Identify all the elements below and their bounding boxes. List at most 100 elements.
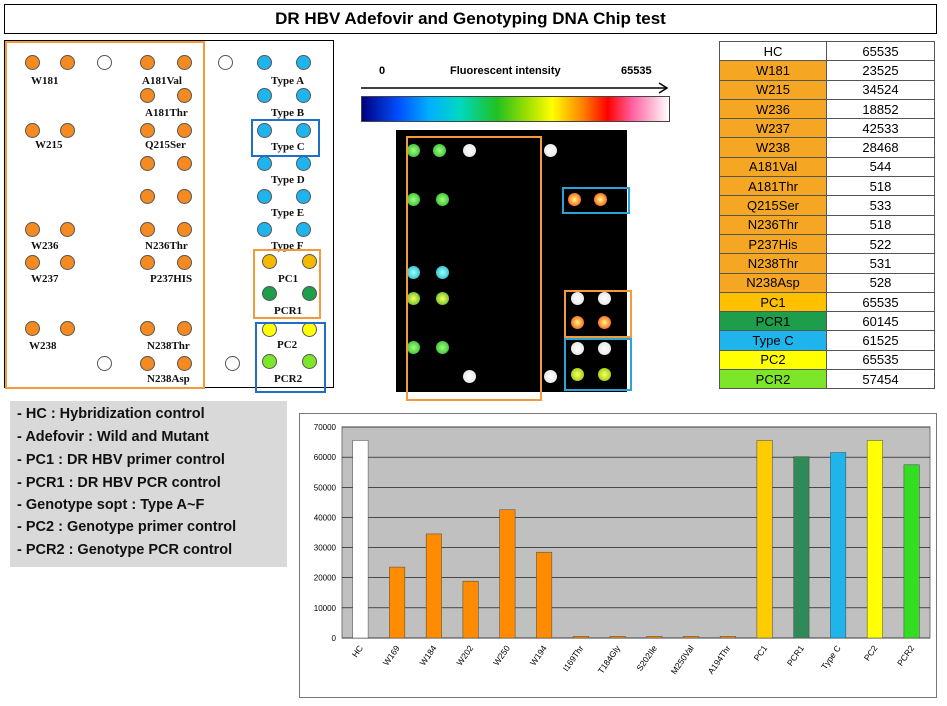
bar [536, 551, 553, 639]
x-tick-label: W202 [454, 643, 475, 667]
x-tick-label: W250 [491, 643, 512, 667]
table-row-name: PC1 [719, 291, 827, 313]
table-row-value: 65535 [826, 40, 935, 62]
layout-label: Type E [271, 207, 305, 219]
spot [60, 55, 75, 70]
table-row-name: W215 [719, 79, 827, 100]
table-row: PCR1 60145 [719, 311, 935, 332]
table-row: Type C 61525 [719, 330, 935, 351]
spot [60, 255, 75, 270]
table-row-value: 518 [826, 214, 935, 235]
spot [140, 156, 155, 171]
y-tick-label: 20000 [314, 574, 337, 583]
layout-label: A181Val [142, 75, 182, 87]
legend-line: - PCR1 : DR HBV PCR control [17, 475, 221, 491]
bar [572, 636, 589, 639]
legend-line: - PCR2 : Genotype PCR control [17, 542, 233, 558]
spot [296, 88, 311, 103]
y-tick-label: 50000 [314, 483, 337, 492]
table-row-value: 528 [826, 272, 935, 293]
x-tick-label: PC2 [862, 643, 880, 663]
spot [140, 255, 155, 270]
table-row-value: 23525 [826, 60, 935, 81]
spot [218, 55, 233, 70]
x-tick-label: I169Thr [561, 643, 586, 673]
table-row-value: 518 [826, 176, 935, 197]
spot [140, 222, 155, 237]
pc2-pcr2-highlight-box [255, 322, 326, 393]
spot [177, 356, 192, 371]
legend-line: - Adefovir : Wild and Mutant [17, 429, 209, 445]
layout-label: N238Thr [147, 340, 190, 352]
spot [262, 286, 277, 301]
spot [140, 321, 155, 336]
intensity-table: HC 65535 W181 23525 W215 34524 W236 18852 W237 42… [719, 40, 935, 390]
spot [177, 189, 192, 204]
spot [25, 55, 40, 70]
table-row: A181Val 544 [719, 156, 935, 178]
table-row-value: 531 [826, 253, 935, 274]
table-row-value: 544 [826, 156, 935, 178]
table-row-name: W236 [719, 98, 827, 120]
bar [683, 636, 700, 639]
legend-line: - Genotype sopt : Type A~F [17, 497, 205, 513]
x-tick-label: W169 [381, 643, 402, 667]
table-row-value: 522 [826, 233, 935, 255]
scale-max: 65535 [621, 65, 652, 77]
spot [296, 55, 311, 70]
table-row: W181 23525 [719, 60, 935, 81]
spot [296, 222, 311, 237]
scale-min: 0 [379, 65, 386, 77]
scale-title: Fluorescent intensity [450, 65, 561, 77]
table-row-name: PCR1 [719, 311, 827, 332]
layout-label: W181 [31, 75, 59, 87]
y-tick-label: 0 [332, 634, 337, 643]
bar [352, 440, 369, 639]
table-row: N238Asp 528 [719, 272, 935, 293]
x-tick-label: PCR1 [785, 643, 806, 668]
type-c-highlight-box [251, 119, 320, 157]
y-tick-label: 30000 [314, 544, 337, 553]
spot [296, 156, 311, 171]
x-tick-label: W194 [528, 643, 549, 667]
spot [140, 356, 155, 371]
spot [25, 255, 40, 270]
table-row: N238Thr 531 [719, 253, 935, 274]
spot [262, 254, 277, 269]
spot [177, 123, 192, 138]
layout-label: W236 [31, 240, 59, 252]
y-tick-label: 40000 [314, 513, 337, 522]
table-row-name: A181Thr [719, 176, 827, 197]
spot [257, 123, 272, 138]
bar [793, 456, 810, 639]
layout-label: P237HIS [150, 273, 193, 285]
spot [302, 254, 317, 269]
x-tick-label: S202Ile [634, 643, 659, 673]
bar [609, 636, 626, 639]
spot [225, 356, 240, 371]
spot [25, 222, 40, 237]
x-tick-label: T184Gly [596, 643, 623, 676]
table-row-name: Q215Ser [719, 195, 827, 216]
table-row-name: W181 [719, 60, 827, 81]
chip-pc2-box [564, 338, 632, 391]
table-row-value: 42533 [826, 118, 935, 139]
table-row-name: HC [719, 40, 827, 62]
spot [257, 55, 272, 70]
bar-chart: 0 10000 20000 30000 40000 50000 60000 70000 HC W1… [314, 423, 931, 676]
bar-chart-frame: 0 10000 20000 30000 40000 50000 60000 70000 HC W1… [299, 413, 937, 698]
spot [25, 321, 40, 336]
x-tick-label: A194Thr [706, 643, 733, 676]
spot [257, 189, 272, 204]
bar [903, 464, 920, 639]
legend-line: - PC2 : Genotype primer control [17, 519, 237, 535]
spot [302, 354, 317, 369]
layout-label: Type B [271, 107, 305, 119]
spot [257, 156, 272, 171]
spot [97, 55, 112, 70]
layout-label: PCR1 [274, 305, 303, 317]
spot [262, 354, 277, 369]
table-row: W215 34524 [719, 79, 935, 100]
layout-label: N236Thr [145, 240, 188, 252]
table-row-name: PC2 [719, 349, 827, 371]
